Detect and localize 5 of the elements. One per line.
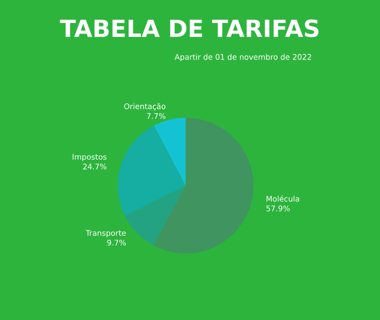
pie-slice xyxy=(118,126,186,216)
pie-slice xyxy=(154,118,186,186)
pie-slice xyxy=(153,118,254,254)
pie-slice xyxy=(124,186,186,246)
chart-title: TABELA DE TARIFAS xyxy=(60,19,318,38)
